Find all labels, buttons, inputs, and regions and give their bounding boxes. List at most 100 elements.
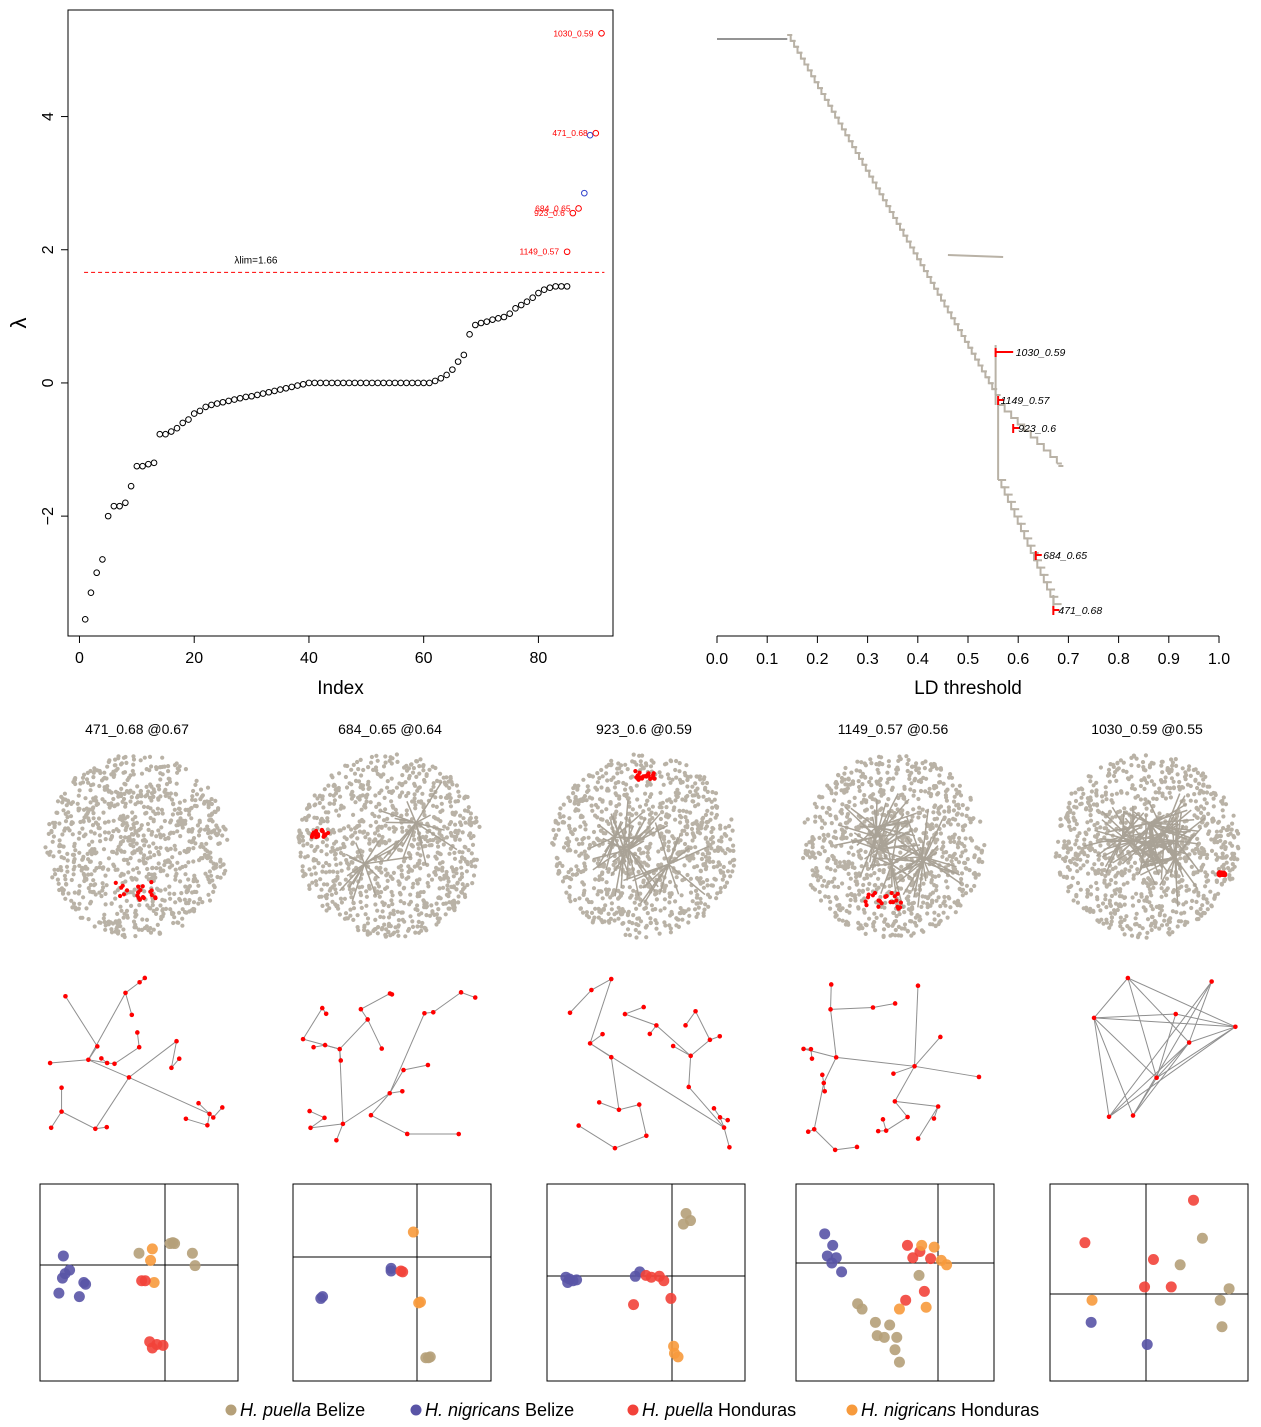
network-node xyxy=(641,766,646,771)
network-node xyxy=(717,838,722,843)
network-node xyxy=(446,879,451,884)
network-node xyxy=(573,794,578,800)
network-node xyxy=(88,800,93,805)
network-edge xyxy=(364,856,412,865)
network-node xyxy=(137,858,142,863)
data-point xyxy=(449,366,456,373)
panel-title: 1149_0.57 @0.56 xyxy=(838,721,949,737)
network-node xyxy=(206,892,211,897)
network-node xyxy=(659,831,664,836)
network-node xyxy=(1171,779,1176,784)
network-node xyxy=(1114,778,1119,784)
network-node xyxy=(848,876,853,881)
network-node xyxy=(1211,796,1216,801)
network-node xyxy=(163,836,168,842)
network-node xyxy=(102,799,107,804)
network-node xyxy=(421,764,426,769)
network-node xyxy=(1213,791,1218,796)
network-node xyxy=(620,891,625,896)
network-node xyxy=(159,914,164,919)
network-node xyxy=(111,818,116,823)
network-node xyxy=(421,861,426,867)
network-node xyxy=(863,922,868,927)
network-node xyxy=(1136,898,1141,904)
network-node xyxy=(679,815,684,820)
network-edge xyxy=(917,861,924,908)
network-node xyxy=(634,783,639,788)
network-node xyxy=(150,865,155,871)
network-node xyxy=(317,894,322,900)
network-node xyxy=(115,847,120,852)
pca-point xyxy=(78,1277,90,1288)
network-node xyxy=(855,881,860,886)
network-node xyxy=(560,879,566,884)
subgraph-edge xyxy=(185,1118,208,1126)
network-node xyxy=(366,765,371,770)
subgraph-node xyxy=(365,1017,370,1022)
network-node xyxy=(454,834,459,840)
network-node xyxy=(682,841,688,847)
network-node xyxy=(886,797,891,802)
network-node xyxy=(893,802,898,808)
network-node xyxy=(693,788,698,794)
data-point xyxy=(403,379,410,387)
network-node xyxy=(947,854,952,859)
network-node xyxy=(686,907,691,912)
network-node xyxy=(133,908,138,913)
network-node xyxy=(1126,860,1131,865)
network-node xyxy=(963,866,968,871)
network-node xyxy=(828,867,833,872)
network-node xyxy=(163,887,168,892)
network-node xyxy=(609,907,614,912)
network-node xyxy=(582,820,587,825)
network-node xyxy=(833,791,839,796)
network-node xyxy=(706,904,711,909)
subgraph-node xyxy=(693,1008,698,1014)
network-node xyxy=(1086,827,1091,832)
network-edge xyxy=(603,836,616,853)
network-node xyxy=(446,906,451,911)
network-node xyxy=(916,815,921,820)
network-node xyxy=(681,908,686,913)
network-node xyxy=(1103,873,1108,879)
network-node xyxy=(807,840,812,845)
network-node xyxy=(1085,887,1090,893)
network-node xyxy=(305,841,310,846)
network-node xyxy=(466,848,471,853)
network-node xyxy=(414,759,420,764)
network-node xyxy=(668,879,673,885)
network-node xyxy=(417,771,422,776)
data-point xyxy=(116,502,123,510)
network-node xyxy=(855,759,860,764)
network-node xyxy=(106,819,111,824)
network-node xyxy=(908,919,913,924)
network-node xyxy=(689,826,695,832)
network-node xyxy=(878,894,883,900)
network-node xyxy=(195,823,200,828)
data-point xyxy=(282,384,290,392)
subgraph-node xyxy=(338,1058,344,1063)
network-node xyxy=(410,919,415,924)
network-node xyxy=(1099,871,1104,877)
network-node xyxy=(812,887,818,892)
network-node xyxy=(1149,927,1154,933)
network-node xyxy=(843,820,849,826)
network-node xyxy=(920,894,925,899)
network-node xyxy=(388,755,393,760)
network-node xyxy=(1209,848,1215,854)
network-node xyxy=(156,849,161,855)
network-node xyxy=(320,840,325,845)
network-node xyxy=(417,877,422,882)
network-node xyxy=(152,789,157,795)
network-node xyxy=(469,863,474,869)
network-edge xyxy=(875,812,917,828)
network-node xyxy=(1186,767,1191,772)
network-node xyxy=(898,850,903,855)
data-point xyxy=(196,407,204,415)
network-node xyxy=(425,880,430,886)
network-node xyxy=(399,868,404,873)
network-node xyxy=(409,817,415,822)
network-edge xyxy=(612,848,630,863)
network-node xyxy=(887,884,892,889)
network-node xyxy=(468,811,473,816)
